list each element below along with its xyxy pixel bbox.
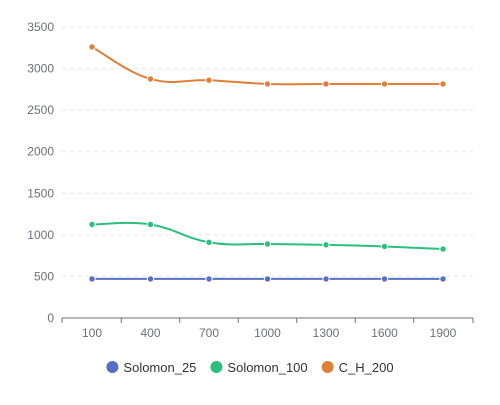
data-point[interactable] <box>88 43 96 51</box>
x-tick-label: 1000 <box>254 326 281 340</box>
data-point[interactable] <box>322 80 330 88</box>
x-tick-label: 1300 <box>313 326 340 340</box>
series-solomon-25 <box>88 275 447 283</box>
y-tick-label: 1000 <box>27 228 54 242</box>
series-lines <box>88 43 447 283</box>
data-point[interactable] <box>380 242 389 251</box>
x-tick-label: 700 <box>199 326 219 340</box>
data-point[interactable] <box>263 275 272 283</box>
data-point[interactable] <box>263 240 272 248</box>
legend-marker <box>321 361 334 373</box>
legend-label: Solomon_25 <box>123 360 196 375</box>
data-point[interactable] <box>205 275 213 283</box>
grid-lines <box>62 26 473 277</box>
series-c-h-200 <box>88 43 447 88</box>
series-solomon-100 <box>88 220 447 253</box>
y-tick-label: 2500 <box>27 103 54 117</box>
data-point[interactable] <box>146 275 155 283</box>
data-point[interactable] <box>146 75 155 83</box>
data-point[interactable] <box>439 80 447 88</box>
y-tick-label: 3000 <box>27 62 54 76</box>
legend-marker <box>210 361 223 373</box>
data-point[interactable] <box>380 275 389 283</box>
data-point[interactable] <box>322 241 330 249</box>
legend-marker <box>106 361 119 373</box>
data-point[interactable] <box>146 220 155 229</box>
axes: 0 500 1000 1500 2000 2500 3000 3500 100 400 700 100… <box>27 20 474 340</box>
data-point[interactable] <box>88 220 96 229</box>
series-line <box>91 46 443 86</box>
legend[interactable]: Solomon_25 Solomon_100 C_H_200 <box>106 360 394 375</box>
legend-item[interactable]: Solomon_100 <box>210 360 308 375</box>
legend-item[interactable]: Solomon_25 <box>106 360 196 375</box>
x-tick-label: 1900 <box>430 326 457 340</box>
data-point[interactable] <box>263 80 272 88</box>
y-tick-label: 1500 <box>27 186 54 200</box>
y-tick-label: 3500 <box>27 20 54 34</box>
x-tick-label: 100 <box>82 326 102 340</box>
y-tick-label: 2000 <box>27 145 54 159</box>
y-tick-label: 0 <box>47 311 54 325</box>
x-tick-label: 400 <box>140 326 160 340</box>
x-tick-label: 1600 <box>371 326 398 340</box>
y-tick-label: 500 <box>34 269 54 283</box>
data-point[interactable] <box>380 80 389 88</box>
data-point[interactable] <box>439 275 447 283</box>
data-point[interactable] <box>439 245 447 253</box>
legend-label: C_H_200 <box>339 360 394 375</box>
legend-label: Solomon_100 <box>227 360 307 375</box>
data-point[interactable] <box>205 238 213 247</box>
legend-item[interactable]: C_H_200 <box>321 360 394 375</box>
data-point[interactable] <box>322 275 330 283</box>
data-point[interactable] <box>205 76 213 84</box>
data-point[interactable] <box>88 275 96 283</box>
